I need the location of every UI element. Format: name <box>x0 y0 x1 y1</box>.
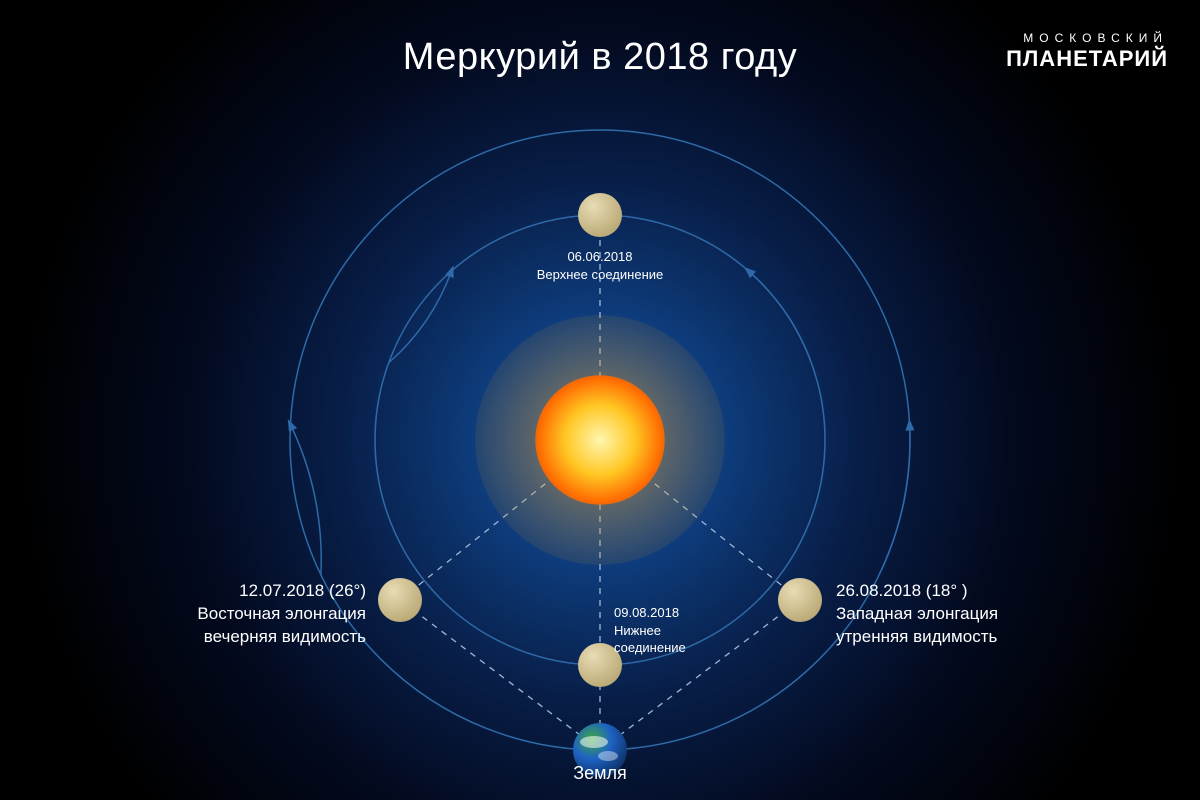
label-line1: Восточная элонгация <box>197 603 366 626</box>
sun <box>535 375 665 505</box>
label-eastern-elongation: 12.07.2018 (26°) Восточная элонгация веч… <box>197 580 366 649</box>
mercury-superior <box>578 193 622 237</box>
orbit-direction-arrow <box>389 271 452 363</box>
orbit-direction-arrow <box>879 425 910 575</box>
label-date: 09.08.2018 <box>614 604 686 622</box>
label-line2: соединение <box>614 639 686 657</box>
orbit-direction-arrow <box>290 425 321 575</box>
label-line1: Нижнее <box>614 622 686 640</box>
earth-label-text: Земля <box>573 763 627 783</box>
label-superior-conjunction: 06.06.2018 Верхнее соединение <box>450 248 750 283</box>
label-date: 06.06.2018 <box>450 248 750 266</box>
label-inferior-conjunction: 09.08.2018 Нижнее соединение <box>614 604 686 657</box>
earth-cloud <box>598 751 618 761</box>
mercury-eastern <box>378 578 422 622</box>
label-date: 26.08.2018 (18° ) <box>836 580 998 603</box>
label-line1: Западная элонгация <box>836 603 998 626</box>
earth-cloud <box>580 736 608 748</box>
orbit-direction-arrow <box>748 271 811 363</box>
label-text: Верхнее соединение <box>450 266 750 284</box>
orbit-diagram <box>0 0 1200 800</box>
label-line2: вечерняя видимость <box>197 626 366 649</box>
label-line2: утренняя видимость <box>836 626 998 649</box>
earth-label: Земля <box>500 761 700 785</box>
mercury-western <box>778 578 822 622</box>
sight-line-eastern <box>400 600 600 750</box>
label-date: 12.07.2018 (26°) <box>197 580 366 603</box>
label-western-elongation: 26.08.2018 (18° ) Западная элонгация утр… <box>836 580 998 649</box>
